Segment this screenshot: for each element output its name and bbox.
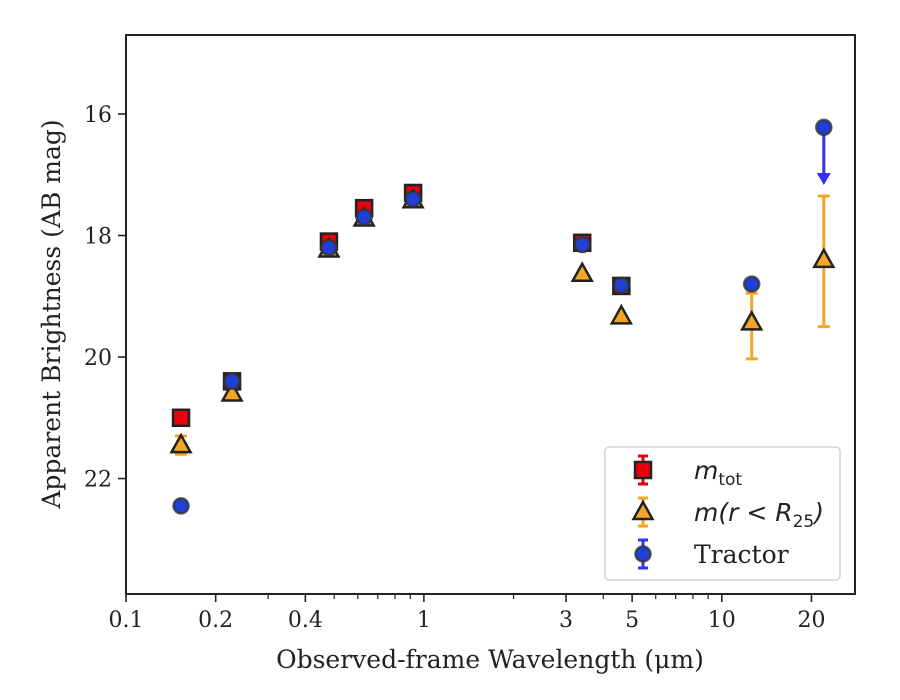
data-point — [812, 247, 836, 269]
data-point — [172, 497, 190, 515]
legend-label: mtot — [694, 456, 742, 490]
y-tick-label: 22 — [84, 468, 112, 493]
data-point — [223, 372, 241, 391]
legend: mtot m(r < R25) Tractor — [604, 446, 841, 581]
series-circle — [172, 118, 833, 515]
series-square — [171, 183, 631, 428]
y-tick-label: 18 — [84, 225, 112, 250]
x-tick-label: 3 — [559, 608, 573, 633]
x-tick-label: 0.1 — [109, 608, 144, 633]
plot-area — [169, 118, 836, 515]
axis-ticks: 0.1 0.2 0.4 1 3 5 10 20 16 18 20 22 — [84, 103, 825, 633]
data-point — [320, 238, 338, 257]
legend-box — [604, 446, 841, 581]
legend-label: Tractor — [694, 540, 789, 569]
y-axis-label: Apparent Brightness (AB mag) — [37, 119, 66, 509]
legend-marker — [633, 460, 653, 480]
x-tick-label: 0.4 — [288, 608, 323, 633]
data-point — [355, 208, 373, 227]
data-point — [171, 408, 191, 428]
data-point — [742, 275, 761, 293]
x-tick-label: 0.2 — [198, 608, 233, 633]
legend-marker — [634, 545, 652, 563]
arrow-head — [816, 173, 831, 186]
data-point — [815, 118, 833, 137]
series-triangle — [169, 187, 836, 456]
data-point — [740, 309, 764, 331]
data-point — [609, 303, 633, 325]
legend-label: m(r < R25) — [694, 498, 824, 532]
x-tick-label: 10 — [708, 608, 736, 633]
axes-frame — [125, 34, 856, 595]
x-tick-label: 20 — [797, 608, 825, 633]
data-point — [169, 432, 193, 454]
x-tick-label: 5 — [625, 608, 639, 633]
legend-marker — [631, 499, 655, 521]
y-tick-label: 16 — [84, 103, 112, 128]
data-point — [220, 380, 244, 402]
data-point — [612, 276, 631, 295]
x-tick-label: 1 — [417, 608, 431, 633]
data-point — [573, 235, 591, 254]
data-point — [570, 261, 594, 283]
x-axis-label: Observed-frame Wavelength (μm) — [276, 645, 704, 674]
y-tick-label: 20 — [84, 346, 112, 371]
data-point — [404, 190, 422, 208]
